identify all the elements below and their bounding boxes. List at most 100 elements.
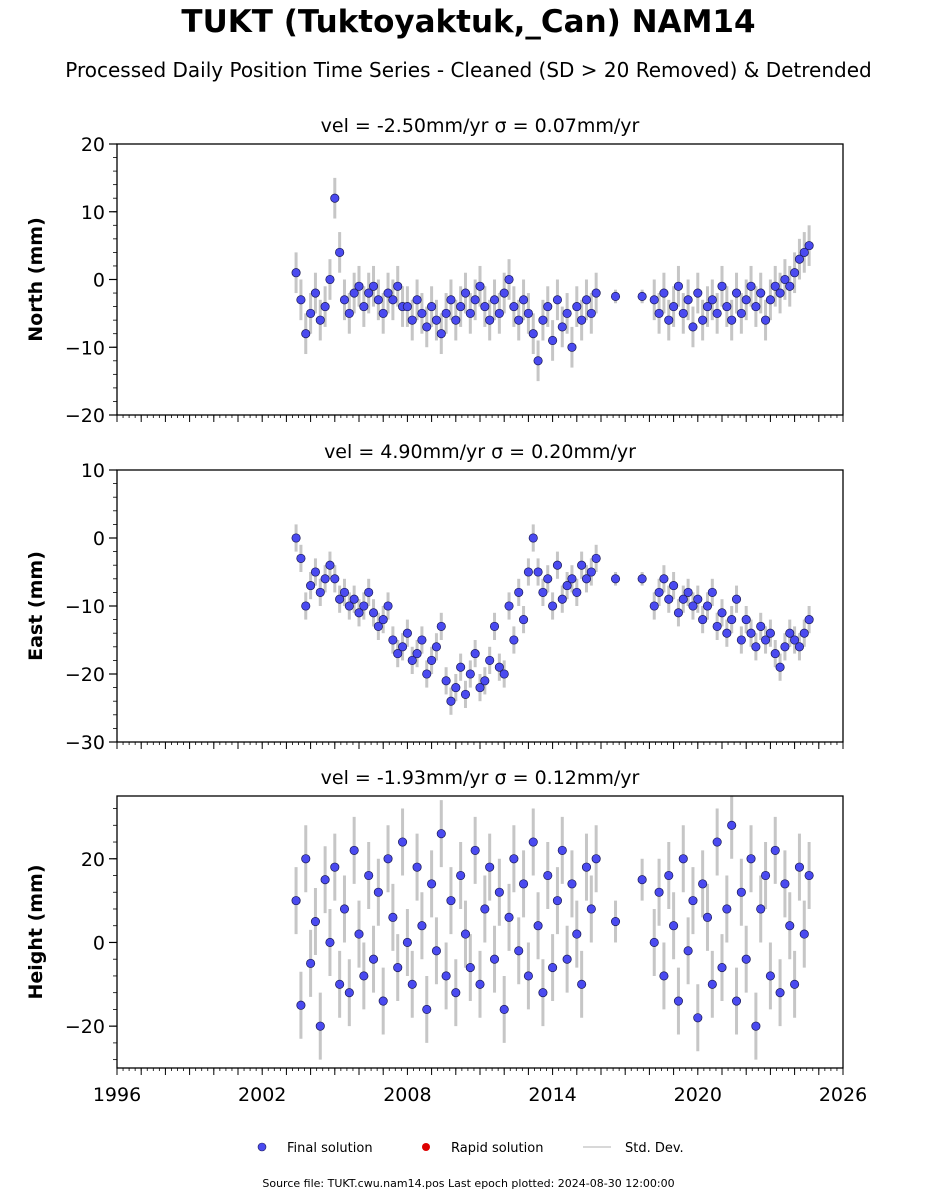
panel-2-data-point — [407, 655, 417, 665]
panel-3-data-point — [799, 929, 809, 939]
panel-2-data-point — [538, 587, 548, 597]
panel-2-data-point — [422, 669, 432, 679]
panel-1-data-point — [465, 308, 475, 318]
panel-3-data-point — [785, 921, 795, 931]
panel-2-data-point — [465, 669, 475, 679]
panel-2-data-point — [383, 601, 393, 611]
panel-3-data-point — [456, 870, 466, 881]
legend-final-label: Final solution — [287, 1141, 373, 1156]
panel-3-data-point — [407, 979, 417, 989]
panel-2-data-point — [494, 662, 504, 672]
panel-2-data-point — [320, 574, 330, 584]
panel-2-data-point — [475, 683, 485, 693]
panel-3-data-point — [707, 979, 717, 989]
panel-2-data-point — [489, 621, 500, 631]
panel-3-data-point — [325, 937, 335, 948]
panel-2-data-point — [775, 662, 785, 672]
legend-stddev-label: Std. Dev. — [625, 1141, 684, 1156]
panel-1-data-point — [688, 322, 698, 332]
panel-3-data-point — [610, 916, 621, 927]
panel-3-data-point — [393, 963, 403, 973]
panel-3-data-point — [499, 1004, 509, 1014]
panel-1-y-tick-label: 20 — [81, 134, 105, 156]
panel-2-data-point — [552, 560, 562, 570]
panel-3-data-point — [717, 963, 727, 973]
panel-1-data-point — [557, 322, 567, 332]
panel-3-data-point — [330, 862, 340, 872]
panel-1-data-point — [736, 308, 746, 318]
panel-2-data-point — [485, 655, 495, 665]
panel-1-data-point — [296, 295, 306, 305]
panel-3-data-point — [339, 904, 350, 914]
panel-2-data-point — [412, 649, 422, 659]
panel-2-data-point — [683, 587, 693, 597]
panel-3-data-point — [465, 963, 475, 973]
panel-1-data-point — [509, 302, 519, 312]
panel-2-data-point — [761, 635, 771, 645]
panel-1-title: vel = -2.50mm/yr σ = 0.07mm/yr — [321, 115, 640, 137]
panel-1-data-point — [378, 308, 388, 318]
panel-3-data-point — [509, 854, 519, 864]
panel-3-data-point — [514, 946, 524, 956]
panel-3-data-point — [398, 837, 408, 847]
panel-2-data-point — [514, 587, 524, 597]
panel-1-data-point — [780, 274, 790, 285]
panel-3-data-point — [557, 845, 567, 855]
panel-2-data-point — [765, 628, 775, 638]
panel-3-x-tick-label: 2020 — [674, 1084, 722, 1106]
panel-1-data-point — [310, 288, 320, 298]
panel-1-data-point — [765, 295, 775, 305]
panel-2-data-point — [349, 594, 359, 604]
panel-1-data-point — [359, 302, 369, 312]
panel-3-data-point — [485, 862, 495, 872]
panel-1-data-point — [373, 295, 383, 305]
panel-2-data-point — [310, 567, 320, 577]
panel-2-data-point — [339, 587, 350, 597]
chart-title: TUKT (Tuktoyaktuk,_Can) NAM14 — [181, 4, 756, 40]
panel-2-data-point — [441, 676, 451, 686]
panel-1-data-point — [683, 295, 693, 305]
panel-2-data-point — [548, 601, 558, 611]
panel-3-data-point — [368, 954, 379, 964]
panel-2-data-point — [610, 574, 621, 584]
panel-3-x-tick-label: 2002 — [238, 1084, 286, 1106]
panel-1-data-point — [790, 268, 800, 278]
panel-1-data-point — [475, 281, 485, 291]
panel-3-data-point — [673, 996, 683, 1006]
panel-3-data-point — [344, 988, 354, 998]
panel-3-data-point — [489, 954, 500, 964]
panel-2-data-point — [364, 587, 374, 597]
panel-2-data-point — [306, 581, 316, 591]
panel-2-data-point — [291, 533, 301, 543]
panel-2-data-point — [359, 601, 369, 611]
panel-3-data-point — [349, 845, 359, 855]
panel-1-data-point — [775, 288, 785, 298]
panel-2-data-point — [664, 594, 674, 604]
panel-1-data-point — [533, 356, 543, 366]
panel-3-data-point — [581, 862, 592, 872]
panel-3-data-point — [436, 829, 446, 839]
panel-2-data-point — [586, 567, 596, 577]
panel-1-data-point — [637, 291, 647, 301]
panel-3-data-point — [301, 854, 311, 864]
panel-3-data-point — [649, 937, 659, 948]
source-footer: Source file: TUKT.cwu.nam14.pos Last epo… — [262, 1177, 675, 1190]
panel-3-data-point — [688, 896, 698, 906]
panel-3-data-point — [736, 887, 746, 897]
panel-2-data-point — [543, 574, 553, 584]
panel-1-data-point — [528, 329, 538, 339]
panel-3-data-point — [702, 912, 713, 922]
panel-2-data-point — [741, 615, 751, 625]
panel-2-data-point — [499, 669, 509, 679]
panel-1-data-point — [794, 254, 804, 264]
panel-2-data-point — [296, 553, 306, 563]
panel-2-data-point — [562, 581, 572, 591]
panel-1-data-point — [770, 281, 780, 291]
panel-1-data-point — [315, 315, 325, 325]
panel-2-data-point — [799, 628, 809, 638]
panel-2-data-point — [480, 676, 490, 686]
panel-3-data-point — [669, 921, 679, 931]
panel-3-data-point — [470, 845, 480, 855]
panel-2-data-point — [301, 601, 311, 611]
panel-3-data-point — [460, 929, 471, 939]
